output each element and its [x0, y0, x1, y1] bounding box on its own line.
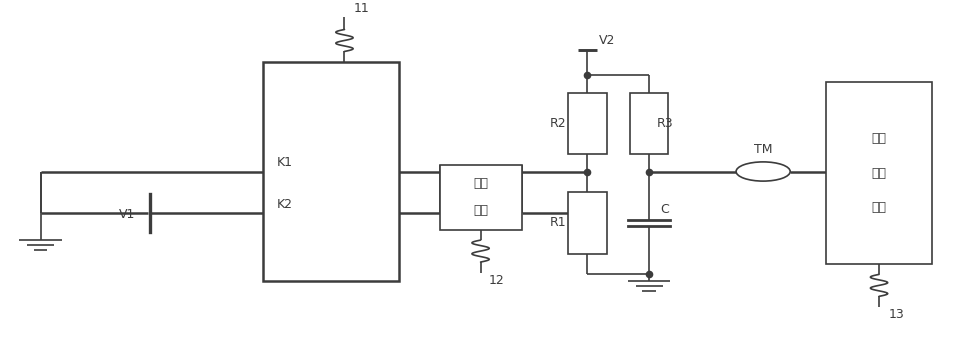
Text: R1: R1 [550, 216, 566, 229]
Text: 阻抗: 阻抗 [871, 132, 887, 145]
Bar [263, 62, 399, 281]
Text: V2: V2 [599, 34, 615, 47]
Text: TM: TM [753, 143, 773, 156]
Text: K1: K1 [277, 156, 294, 169]
Text: 模块: 模块 [871, 201, 887, 214]
Text: 外部: 外部 [473, 177, 488, 190]
Bar [568, 192, 607, 254]
Text: 12: 12 [489, 274, 504, 287]
Bar [630, 93, 668, 154]
Text: R2: R2 [550, 117, 566, 130]
Bar [568, 93, 607, 154]
Text: 检测: 检测 [871, 167, 887, 180]
Text: 13: 13 [889, 308, 904, 321]
Text: C: C [661, 203, 669, 216]
Text: K2: K2 [277, 198, 294, 211]
Text: R3: R3 [657, 117, 673, 130]
Text: 11: 11 [355, 2, 370, 15]
Text: 负载: 负载 [473, 204, 488, 217]
Bar [440, 165, 522, 230]
Bar [826, 82, 932, 264]
Text: V1: V1 [119, 208, 135, 221]
